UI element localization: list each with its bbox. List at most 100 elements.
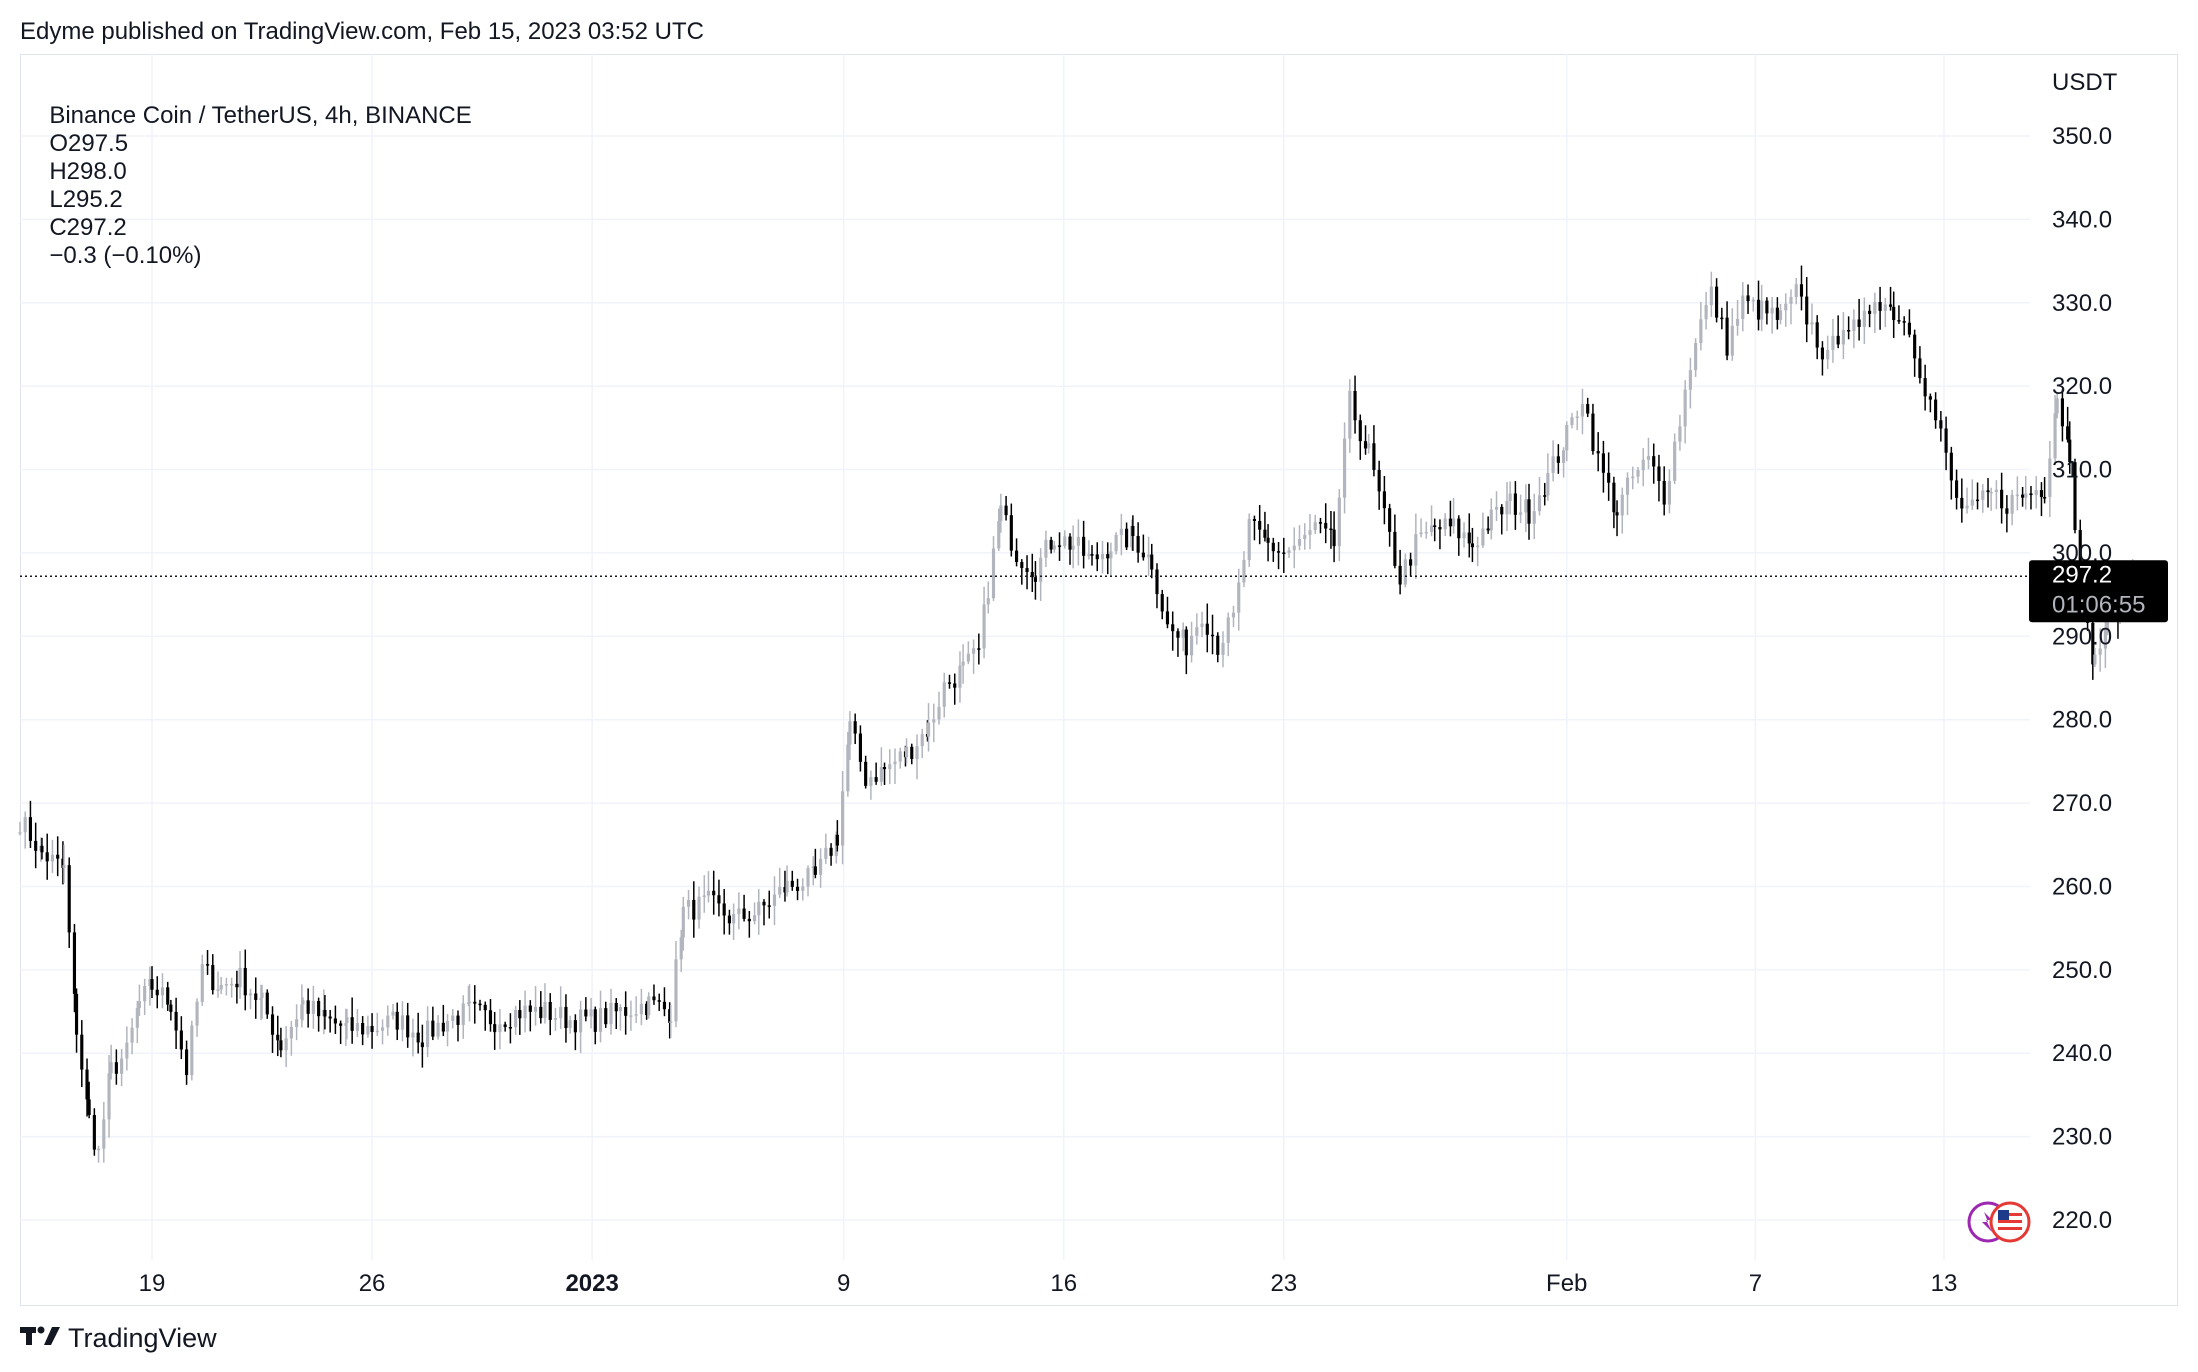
candle-body — [937, 706, 941, 720]
candle-body — [1720, 317, 1724, 320]
candle-body — [1847, 330, 1851, 332]
candle-body — [1195, 627, 1199, 636]
legend-close: C297.2 — [49, 214, 127, 241]
candle-body — [1231, 612, 1236, 618]
candle-body — [1009, 515, 1013, 551]
candle-body — [1247, 519, 1251, 561]
legend-symbol[interactable]: Binance Coin / TetherUS, 4h, BINANCE — [49, 102, 472, 129]
candle-body — [1709, 286, 1713, 306]
candle-body — [1888, 304, 1893, 307]
candle-body — [1271, 542, 1275, 552]
candle-body — [1826, 349, 1830, 360]
candle-body — [18, 832, 22, 834]
candle-body — [1789, 297, 1793, 304]
candle-body — [858, 733, 862, 762]
candle-body — [2048, 458, 2052, 498]
symbol-legend[interactable]: Binance Coin / TetherUS, 4h, BINANCE O29… — [36, 74, 482, 270]
grid-lines — [20, 54, 2030, 1260]
candle-body — [265, 992, 269, 1015]
candle-body — [1673, 441, 1677, 481]
candle-body — [972, 648, 976, 654]
candle-body — [893, 761, 897, 765]
candle-body — [1403, 559, 1407, 585]
candle-body — [1615, 512, 1619, 516]
candle-body — [829, 847, 833, 856]
candle-body — [1095, 554, 1099, 560]
candle-body — [254, 993, 258, 1000]
candle-body — [1087, 554, 1091, 556]
candle-body — [56, 854, 60, 859]
candle-body — [411, 1032, 415, 1038]
candle-body — [1841, 330, 1845, 345]
candle-body — [1986, 490, 1990, 493]
candle-body — [564, 1006, 568, 1029]
candle-body — [248, 993, 253, 996]
candle-body — [518, 1010, 522, 1019]
candle-body — [1419, 532, 1423, 535]
candle-body — [219, 985, 223, 990]
candle-body — [722, 903, 726, 916]
candle-body — [1372, 443, 1376, 470]
flag-badge-icon[interactable] — [1967, 1201, 2031, 1243]
candle-body — [662, 1001, 667, 1010]
candle-body — [317, 1000, 321, 1017]
candle-body — [986, 598, 990, 605]
candle-body — [1216, 635, 1220, 655]
x-tick-label: 26 — [359, 1270, 386, 1297]
candle-body — [1735, 319, 1740, 326]
candle-body — [431, 1020, 435, 1037]
candle-body — [2000, 489, 2004, 509]
candle-body — [1570, 417, 1574, 425]
candle-body — [548, 1001, 552, 1020]
candle-body — [1242, 560, 1246, 583]
candle-body — [999, 505, 1003, 522]
legend-change: −0.3 (−0.10%) — [49, 242, 202, 269]
candle-body — [1543, 495, 1547, 497]
candle-body — [2068, 439, 2072, 463]
candle-body — [1652, 456, 1656, 467]
y-tick-label: 320.0 — [2052, 373, 2112, 400]
candle-body — [961, 661, 965, 666]
candle-body — [498, 1024, 502, 1033]
candle-body — [1329, 528, 1333, 531]
candle-body — [45, 852, 49, 862]
candle-body — [169, 1004, 173, 1012]
candle-body — [1646, 456, 1651, 460]
candle-body — [910, 746, 914, 759]
candle-body — [579, 1009, 583, 1033]
candle-body — [1451, 518, 1456, 527]
candle-body — [62, 865, 66, 868]
candle-body — [1030, 571, 1034, 578]
candle-body — [259, 997, 263, 1000]
candle-body — [1090, 554, 1094, 556]
candle-body — [1591, 413, 1595, 452]
candle-body — [473, 1001, 477, 1004]
candle-body — [426, 1020, 430, 1048]
candle-body — [135, 1007, 139, 1028]
candle-body — [92, 1114, 96, 1150]
candle-body — [143, 985, 147, 1002]
candle-body — [1313, 522, 1317, 531]
candle-body — [2010, 494, 2014, 514]
candle-body — [1348, 390, 1352, 439]
y-axis[interactable]: 350.0340.0330.0320.0310.0300.0290.0280.0… — [2052, 123, 2112, 1234]
candle-body — [339, 1023, 343, 1026]
candle-body — [1765, 300, 1769, 314]
candle-body — [634, 1014, 638, 1016]
candle-body — [1398, 565, 1402, 585]
x-axis[interactable]: 19 26 2023 9 16 23 Feb 7 13 — [139, 1270, 1958, 1297]
y-tick-label: 230.0 — [2052, 1124, 2112, 1151]
candle-body — [1165, 611, 1170, 625]
candle-body — [762, 901, 766, 906]
candle-body — [882, 767, 887, 770]
candle-body — [1318, 522, 1323, 524]
candle-body — [1388, 508, 1392, 532]
last-price-value: 297.2 — [2052, 561, 2112, 588]
candle-body — [1114, 534, 1118, 552]
candle-body — [926, 722, 931, 737]
footer-brand[interactable]: TradingView — [20, 1322, 217, 1354]
candle-body — [869, 777, 873, 786]
candle-body — [155, 989, 159, 996]
candle-body — [216, 989, 220, 991]
